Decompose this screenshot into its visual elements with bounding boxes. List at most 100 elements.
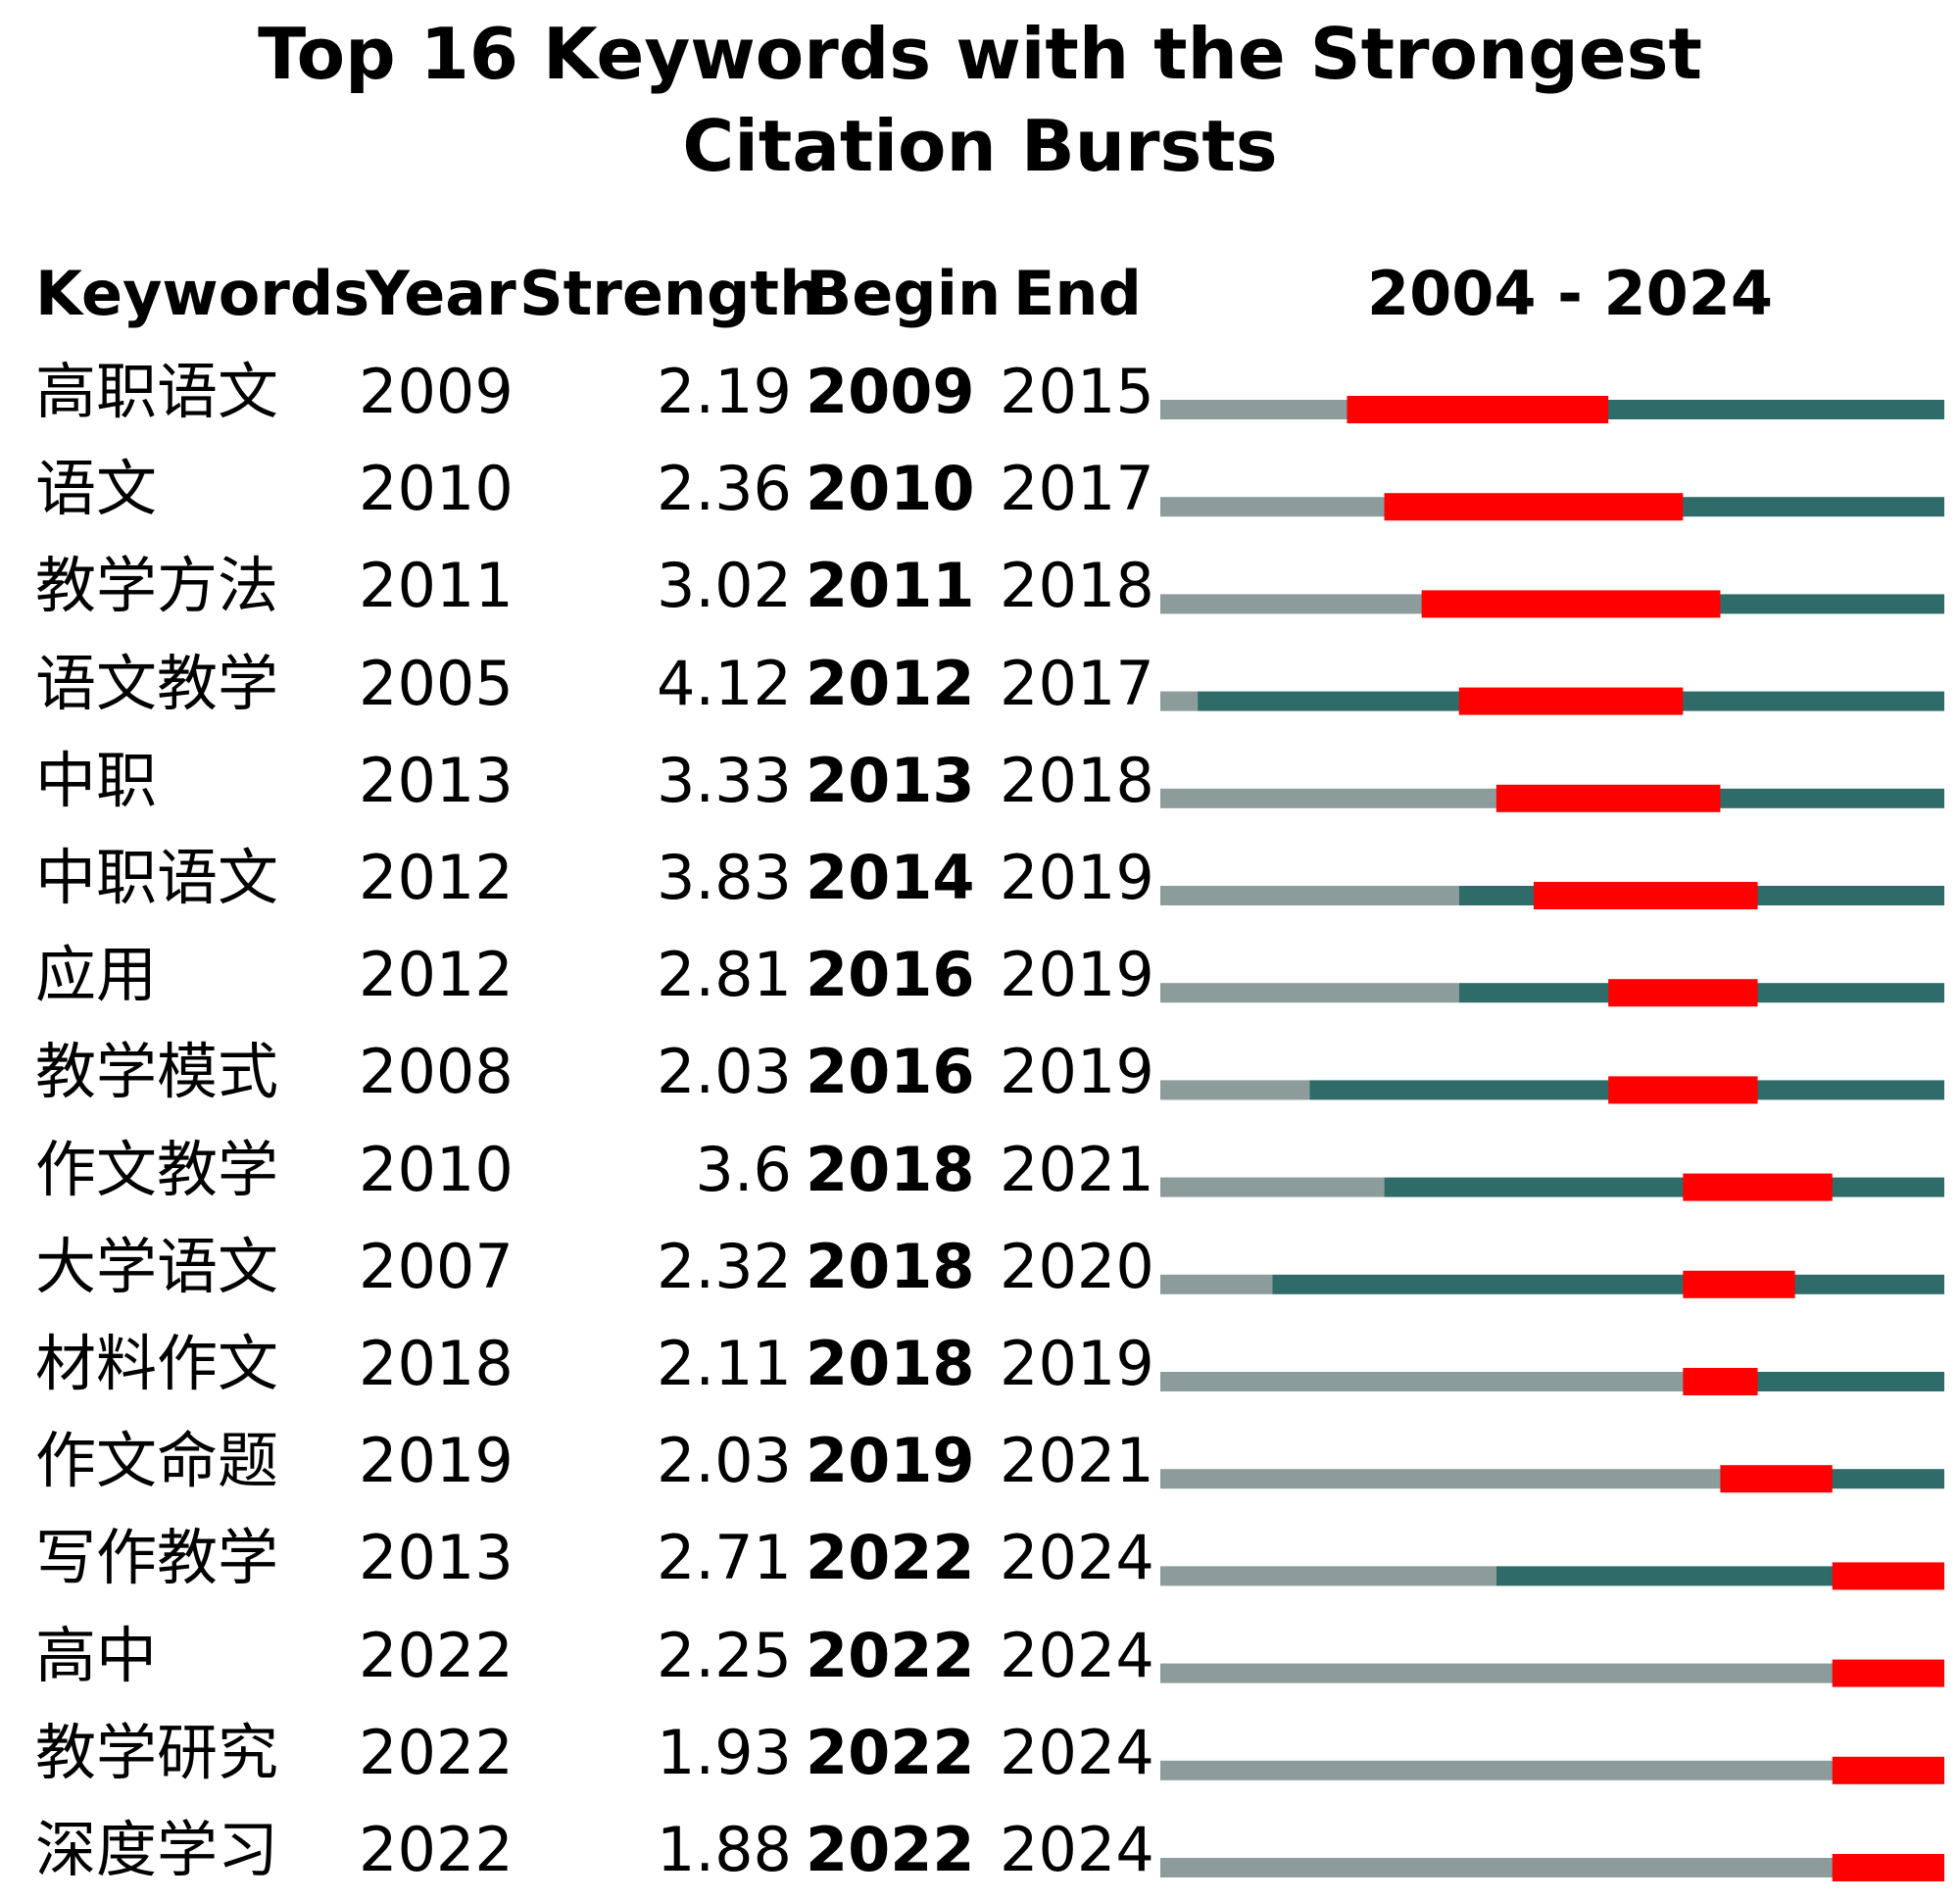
timeline-before	[1160, 1372, 1684, 1391]
end-cell: 2020	[1000, 1230, 1154, 1302]
begin-cell: 2016	[806, 939, 975, 1011]
strength-cell: 3.83	[656, 842, 792, 913]
begin-cell: 2011	[806, 550, 975, 622]
strength-cell: 3.02	[656, 550, 792, 622]
strength-cell: 2.19	[656, 356, 792, 427]
keyword-cell: 材料作文	[35, 1328, 279, 1399]
keyword-cell: 高中	[35, 1619, 158, 1691]
end-cell: 2021	[1000, 1133, 1154, 1205]
year-cell: 2022	[359, 1619, 514, 1691]
strength-cell: 2.81	[656, 939, 792, 1011]
keyword-cell: 语文	[35, 453, 158, 525]
begin-cell: 2010	[806, 453, 975, 525]
burst-bar	[1347, 396, 1609, 423]
timeline-before	[1160, 983, 1459, 1003]
begin-cell: 2014	[806, 842, 975, 913]
keyword-cell: 作文命题	[35, 1425, 279, 1497]
burst-bar	[1608, 979, 1758, 1007]
keyword-cell: 高职语文	[35, 356, 279, 427]
begin-cell: 2022	[806, 1522, 975, 1594]
end-cell: 2024	[1000, 1716, 1154, 1788]
header-end: End	[1013, 258, 1142, 329]
year-cell: 2010	[359, 1133, 514, 1205]
begin-cell: 2018	[806, 1230, 975, 1302]
burst-bar	[1421, 590, 1721, 618]
header-keywords: Keywords	[35, 258, 370, 329]
header-begin: Begin	[806, 258, 1002, 329]
end-cell: 2019	[1000, 939, 1154, 1011]
year-cell: 2012	[359, 939, 514, 1011]
begin-cell: 2018	[806, 1133, 975, 1205]
strength-cell: 3.6	[695, 1133, 792, 1205]
year-cell: 2013	[359, 1522, 514, 1594]
header-year: Year	[366, 258, 516, 329]
header-range: 2004 - 2024	[1367, 258, 1774, 329]
keyword-cell: 应用	[35, 939, 158, 1011]
keyword-cell: 写作教学	[35, 1522, 279, 1594]
timeline-before	[1160, 1274, 1273, 1294]
burst-bar	[1533, 882, 1758, 909]
strength-cell: 1.93	[656, 1716, 792, 1788]
burst-bar	[1495, 784, 1721, 812]
strength-cell: 2.25	[656, 1619, 792, 1691]
end-cell: 2017	[1000, 453, 1154, 525]
year-cell: 2011	[359, 550, 514, 622]
begin-cell: 2022	[806, 1716, 975, 1788]
year-cell: 2022	[359, 1716, 514, 1788]
burst-bar	[1384, 493, 1684, 521]
keyword-cell: 深度学习	[35, 1814, 279, 1885]
end-cell: 2015	[1000, 356, 1154, 427]
strength-cell: 2.03	[656, 1036, 792, 1108]
timeline-before	[1160, 1177, 1385, 1197]
begin-cell: 2018	[806, 1328, 975, 1399]
end-cell: 2019	[1000, 1328, 1154, 1399]
end-cell: 2024	[1000, 1814, 1154, 1885]
header-strength: Strength	[519, 258, 823, 329]
burst-bar	[1832, 1659, 1944, 1687]
end-cell: 2018	[1000, 744, 1154, 816]
timeline-active	[1272, 1274, 1944, 1294]
end-cell: 2024	[1000, 1619, 1154, 1691]
year-cell: 2007	[359, 1230, 514, 1302]
timeline-before	[1160, 1566, 1496, 1586]
strength-cell: 2.03	[656, 1425, 792, 1497]
year-cell: 2019	[359, 1425, 514, 1497]
timeline-before	[1160, 497, 1385, 517]
timeline-before	[1160, 594, 1422, 614]
keyword-cell: 中职	[35, 744, 158, 816]
begin-cell: 2009	[806, 356, 975, 427]
burst-bar	[1720, 1465, 1833, 1493]
strength-cell: 2.36	[656, 453, 792, 525]
end-cell: 2021	[1000, 1425, 1154, 1497]
chart-title-line-2: Citation Bursts	[682, 105, 1278, 187]
timeline-active	[1384, 1177, 1944, 1197]
burst-bar	[1683, 1368, 1758, 1395]
end-cell: 2017	[1000, 647, 1154, 719]
end-cell: 2018	[1000, 550, 1154, 622]
timeline-before	[1160, 1469, 1721, 1489]
strength-cell: 2.32	[656, 1230, 792, 1302]
burst-bar	[1832, 1756, 1944, 1784]
begin-cell: 2012	[806, 647, 975, 719]
end-cell: 2019	[1000, 1036, 1154, 1108]
end-cell: 2024	[1000, 1522, 1154, 1594]
timeline-before	[1160, 1760, 1833, 1780]
strength-cell: 2.11	[656, 1328, 792, 1399]
begin-cell: 2022	[806, 1619, 975, 1691]
strength-cell: 4.12	[656, 647, 792, 719]
keyword-cell: 大学语文	[35, 1230, 279, 1302]
year-cell: 2012	[359, 842, 514, 913]
year-cell: 2005	[359, 647, 514, 719]
begin-cell: 2019	[806, 1425, 975, 1497]
year-cell: 2009	[359, 356, 514, 427]
begin-cell: 2013	[806, 744, 975, 816]
timeline-before	[1160, 1080, 1310, 1100]
end-cell: 2019	[1000, 842, 1154, 913]
keyword-cell: 作文教学	[35, 1133, 279, 1205]
strength-cell: 3.33	[656, 744, 792, 816]
begin-cell: 2016	[806, 1036, 975, 1108]
timeline-before	[1160, 691, 1199, 711]
year-cell: 2008	[359, 1036, 514, 1108]
year-cell: 2013	[359, 744, 514, 816]
